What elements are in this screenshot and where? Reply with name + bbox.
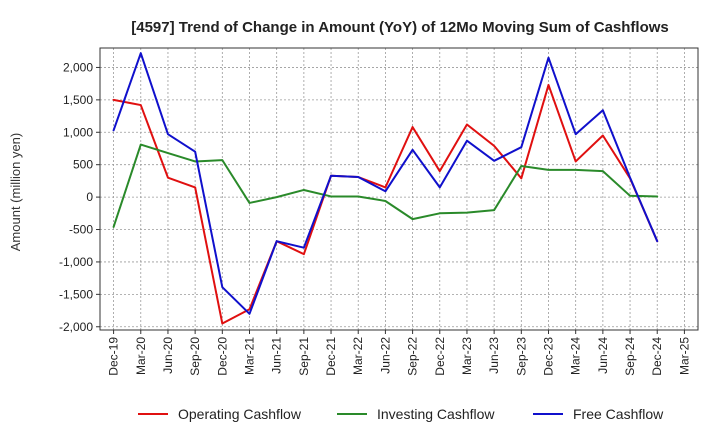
x-tick-label: Jun-22 bbox=[378, 337, 392, 374]
legend-label: Investing Cashflow bbox=[377, 406, 495, 422]
y-tick-label: -500 bbox=[69, 223, 93, 237]
x-tick-label: Mar-21 bbox=[243, 337, 257, 375]
y-tick-label: -1,000 bbox=[59, 255, 93, 269]
y-tick-label: 1,000 bbox=[63, 125, 93, 139]
x-tick-label: Mar-25 bbox=[677, 337, 691, 375]
series-line-investing-cashflow bbox=[112, 143, 659, 228]
x-tick-label: Sep-23 bbox=[514, 337, 528, 376]
series-line-operating-cashflow bbox=[112, 83, 659, 325]
x-tick-label: Sep-22 bbox=[406, 337, 420, 376]
x-tick-label: Jun-20 bbox=[161, 337, 175, 374]
y-tick-label: 2,000 bbox=[63, 60, 93, 74]
x-tick-label: Dec-21 bbox=[324, 337, 338, 376]
x-tick-label: Dec-22 bbox=[433, 337, 447, 376]
x-tick-label: Mar-23 bbox=[460, 337, 474, 375]
x-tick-label: Jun-23 bbox=[487, 337, 501, 374]
series-line-free-cashflow bbox=[112, 52, 659, 315]
plot-background bbox=[100, 48, 698, 330]
legend-item-investing-cashflow: Investing Cashflow bbox=[337, 406, 495, 422]
x-tick-label: Mar-22 bbox=[351, 337, 365, 375]
y-tick-label: -1,500 bbox=[59, 287, 93, 301]
legend-item-free-cashflow: Free Cashflow bbox=[533, 406, 664, 422]
legend-label: Operating Cashflow bbox=[178, 406, 302, 422]
legend-item-operating-cashflow: Operating Cashflow bbox=[138, 406, 302, 422]
x-tick-label: Dec-20 bbox=[215, 337, 229, 376]
x-tick-label: Dec-23 bbox=[542, 337, 556, 376]
y-tick-label: 1,500 bbox=[63, 93, 93, 107]
legend-label: Free Cashflow bbox=[573, 406, 664, 422]
y-tick-label: 0 bbox=[86, 190, 93, 204]
x-tick-label: Sep-24 bbox=[623, 337, 637, 376]
x-tick-label: Jun-24 bbox=[596, 337, 610, 374]
x-tick-label: Dec-19 bbox=[107, 337, 121, 376]
y-tick-label: -2,000 bbox=[59, 320, 93, 334]
x-tick-label: Mar-20 bbox=[134, 337, 148, 375]
y-axis-label: Amount (million yen) bbox=[8, 133, 23, 252]
chart-legend: Operating Cashflow Investing Cashflow Free… bbox=[138, 406, 664, 422]
y-tick-label: 500 bbox=[73, 158, 93, 172]
x-tick-label: Mar-24 bbox=[569, 337, 583, 375]
plot-area: -2,000 -1,500 -1,000 -500 0 500 1,000 1,500 2,00… bbox=[59, 47, 699, 376]
plot-border bbox=[99, 47, 699, 331]
x-tick-label: Jun-21 bbox=[270, 337, 284, 374]
x-tick-label: Dec-24 bbox=[650, 337, 664, 376]
chart-title: [4597] Trend of Change in Amount (YoY) o… bbox=[131, 19, 669, 36]
x-tick-label: Sep-20 bbox=[188, 337, 202, 376]
x-tick-label: Sep-21 bbox=[297, 337, 311, 376]
